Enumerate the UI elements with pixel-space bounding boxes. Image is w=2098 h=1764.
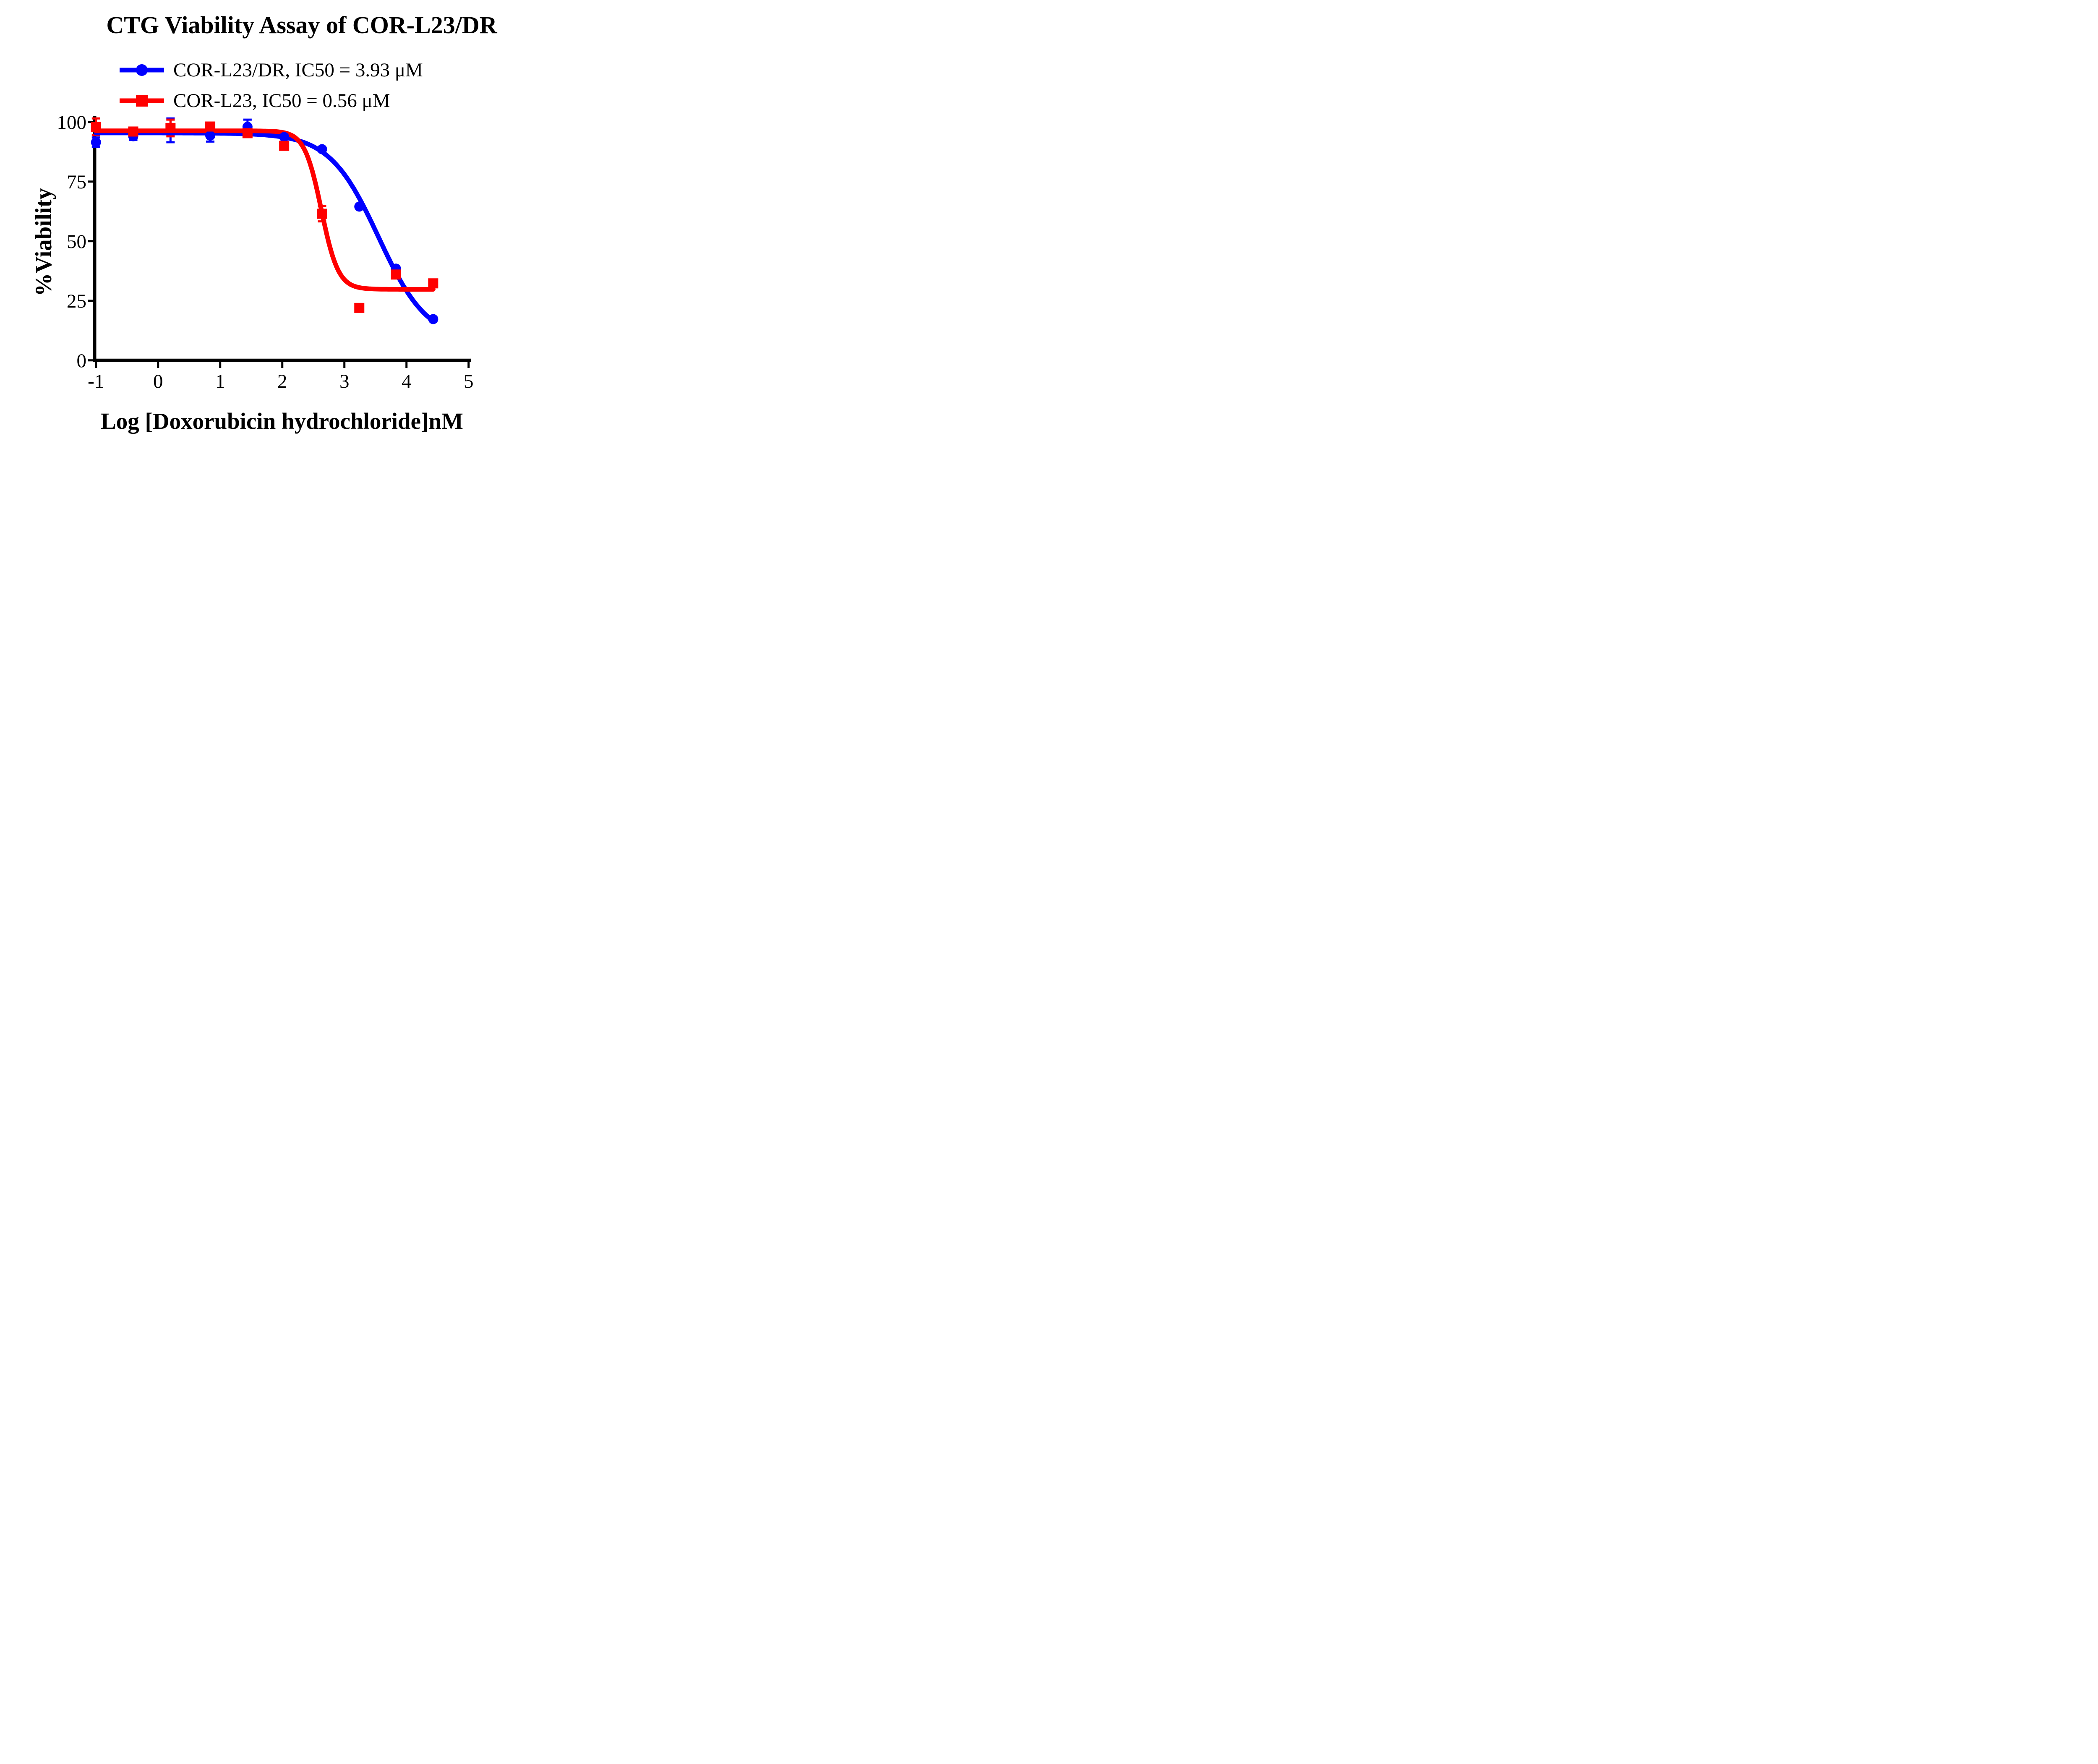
legend-entry-cor-l23: COR-L23, IC50 = 0.56 μM <box>120 85 423 116</box>
legend-circle-marker-icon <box>120 64 164 76</box>
legend-square-marker-icon <box>120 94 164 107</box>
data-point-square <box>428 278 438 289</box>
fit-curve-cor-l23 <box>94 128 436 292</box>
legend-label: COR-L23, IC50 = 0.56 μM <box>173 89 390 112</box>
legend-entry-cor-l23-dr: COR-L23/DR, IC50 = 3.93 μM <box>120 55 423 85</box>
y-tick-label: 0 <box>77 350 87 372</box>
y-tick-label: 75 <box>67 171 86 193</box>
data-point-square <box>391 269 401 280</box>
y-axis-title: %Viability <box>31 188 56 296</box>
data-point-circle <box>279 132 290 142</box>
data-point-square <box>165 123 176 133</box>
data-point-square <box>279 141 290 151</box>
data-point-circle <box>91 137 101 148</box>
chart-title: CTG Viability Assay of COR-L23/DR <box>106 11 497 39</box>
data-point-circle <box>205 130 216 141</box>
x-tick-label: -1 <box>88 371 104 392</box>
x-axis-title: Log [Doxorubicin hydrochloride]nM <box>101 408 463 434</box>
x-tick-label: 2 <box>277 371 287 392</box>
data-point-square <box>354 303 365 313</box>
data-point-circle <box>354 201 365 212</box>
legend-label: COR-L23/DR, IC50 = 3.93 μM <box>173 59 423 81</box>
data-point-square <box>205 121 216 132</box>
legend: COR-L23/DR, IC50 = 3.93 μM COR-L23, IC50… <box>120 55 423 116</box>
data-point-circle <box>428 314 438 324</box>
data-point-square <box>91 122 101 132</box>
y-tick-label: 100 <box>57 112 87 133</box>
data-point-square <box>128 126 138 137</box>
y-tick-label: 50 <box>67 231 86 253</box>
data-point-square <box>242 128 253 138</box>
y-tick-label: 25 <box>67 290 86 312</box>
x-tick-label: 1 <box>215 371 225 392</box>
x-tick-label: 5 <box>464 371 474 392</box>
x-tick-label: 0 <box>153 371 163 392</box>
legend-square <box>136 94 148 107</box>
x-tick-label: 4 <box>402 371 412 392</box>
data-point-square <box>317 209 327 219</box>
data-point-circle <box>317 144 327 154</box>
legend-circle <box>136 64 148 76</box>
x-tick-label: 3 <box>339 371 350 392</box>
fit-curve-cor-l23/dr <box>94 130 436 324</box>
